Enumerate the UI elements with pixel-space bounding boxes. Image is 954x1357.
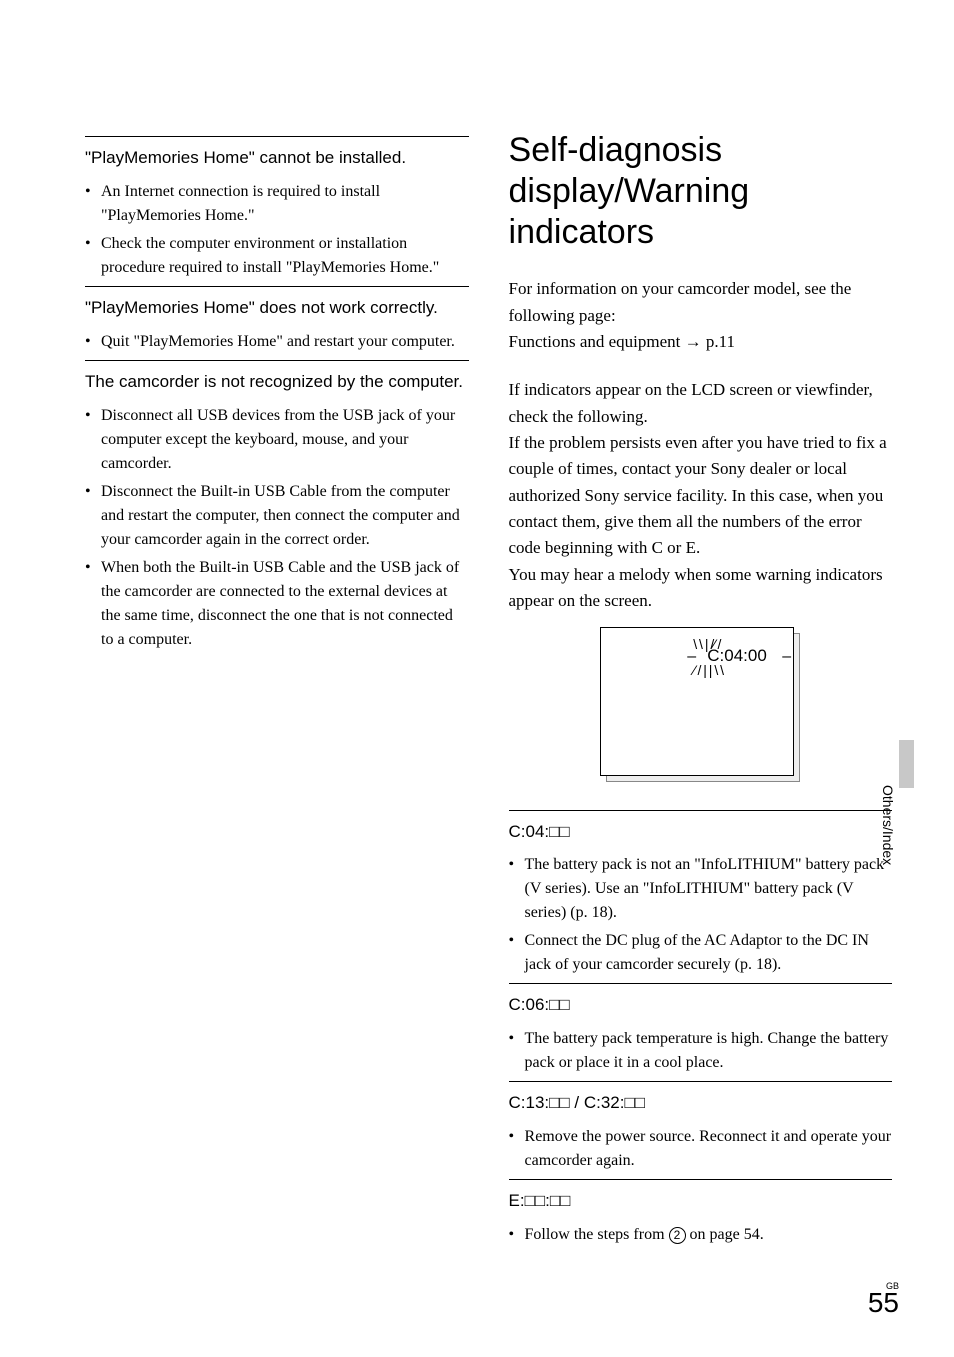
section-playmemories-install: "PlayMemories Home" cannot be installed.…	[85, 136, 469, 280]
intro-line-2b: p.11	[702, 332, 735, 351]
list-camcorder-notrecognized: Disconnect all USB devices from the USB …	[85, 404, 469, 652]
body-paragraph: If indicators appear on the LCD screen o…	[509, 377, 893, 614]
exx-suffix: on page 54.	[686, 1226, 764, 1243]
list-item: Connect the DC plug of the AC Adaptor to…	[509, 929, 893, 977]
sun-rays-bottom-icon: ⁄ / | | \ \	[693, 662, 723, 678]
page-title: Self-diagnosis display/Warning indicator…	[509, 130, 893, 252]
section-c06: C:06:□□ The battery pack temperature is …	[509, 983, 893, 1075]
list-item: The battery pack is not an "InfoLITHIUM"…	[509, 853, 893, 925]
left-column: "PlayMemories Home" cannot be installed.…	[85, 130, 469, 1253]
list-item: The battery pack temperature is high. Ch…	[509, 1027, 893, 1075]
section-playmemories-notwork: "PlayMemories Home" does not work correc…	[85, 286, 469, 354]
list-exx: Follow the steps from 2 on page 54.	[509, 1223, 893, 1247]
heading-exx: E:□□:□□	[509, 1190, 893, 1213]
heading-c06: C:06:□□	[509, 994, 893, 1017]
list-playmemories-install: An Internet connection is required to in…	[85, 180, 469, 280]
heading-c04: C:04:□□	[509, 821, 893, 844]
lcd-illustration: \ \ | /⁄ / – C:04:00 – ⁄ / | | \ \	[600, 627, 800, 782]
list-c13: Remove the power source. Reconnect it an…	[509, 1125, 893, 1173]
list-item: When both the Built-in USB Cable and the…	[85, 556, 469, 652]
list-item: Check the computer environment or instal…	[85, 232, 469, 280]
list-item: Disconnect all USB devices from the USB …	[85, 404, 469, 476]
list-c06: The battery pack temperature is high. Ch…	[509, 1027, 893, 1075]
intro-line-2: Functions and equipment → p.11	[509, 329, 893, 355]
list-item: Disconnect the Built-in USB Cable from t…	[85, 480, 469, 552]
intro-block: For information on your camcorder model,…	[509, 276, 893, 355]
exx-prefix: Follow the steps from	[525, 1226, 669, 1243]
circled-number-icon: 2	[669, 1227, 686, 1244]
section-exx: E:□□:□□ Follow the steps from 2 on page …	[509, 1179, 893, 1247]
heading-playmemories-install: "PlayMemories Home" cannot be installed.	[85, 147, 469, 170]
right-column: Self-diagnosis display/Warning indicator…	[509, 130, 893, 1253]
list-c04: The battery pack is not an "InfoLITHIUM"…	[509, 853, 893, 977]
section-c13: C:13:□□ / C:32:□□ Remove the power sourc…	[509, 1081, 893, 1173]
sun-ray-right-icon: –	[782, 648, 791, 666]
heading-playmemories-notwork: "PlayMemories Home" does not work correc…	[85, 297, 469, 320]
list-playmemories-notwork: Quit "PlayMemories Home" and restart you…	[85, 330, 469, 354]
list-item: Remove the power source. Reconnect it an…	[509, 1125, 893, 1173]
intro-line-1: For information on your camcorder model,…	[509, 276, 893, 329]
page-content: "PlayMemories Home" cannot be installed.…	[0, 0, 954, 1303]
section-c04: C:04:□□ The battery pack is not an "Info…	[509, 810, 893, 978]
page-number-block: GB 55	[868, 1281, 899, 1319]
intro-line-2a: Functions and equipment	[509, 332, 685, 351]
heading-camcorder-notrecognized: The camcorder is not recognized by the c…	[85, 371, 469, 394]
side-tab-label: Others/Index	[880, 785, 896, 865]
list-item: Follow the steps from 2 on page 54.	[509, 1223, 893, 1247]
heading-c13: C:13:□□ / C:32:□□	[509, 1092, 893, 1115]
arrow-icon: →	[685, 332, 702, 351]
section-camcorder-notrecognized: The camcorder is not recognized by the c…	[85, 360, 469, 652]
page-number: 55	[868, 1287, 899, 1318]
side-tab-bar	[899, 740, 914, 788]
list-item: An Internet connection is required to in…	[85, 180, 469, 228]
lcd-screen: \ \ | /⁄ / – C:04:00 – ⁄ / | | \ \	[600, 627, 794, 776]
list-item: Quit "PlayMemories Home" and restart you…	[85, 330, 469, 354]
